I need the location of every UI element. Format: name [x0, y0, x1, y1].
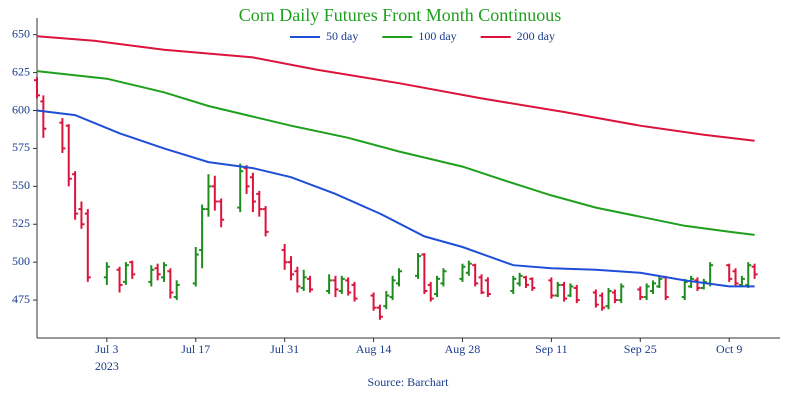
- moving-average-line: [36, 70, 755, 236]
- x-tick-label: Jul 31: [270, 342, 299, 356]
- x-tick-label: Aug 28: [445, 342, 481, 356]
- y-tick-label: 500: [12, 254, 30, 268]
- y-tick-label: 475: [12, 292, 30, 306]
- x-year-label: 2023: [95, 359, 119, 373]
- moving-average-line: [36, 109, 755, 288]
- x-tick-label: Sep 11: [535, 342, 568, 356]
- x-tick-label: Oct 9: [716, 342, 742, 356]
- y-tick-label: 575: [12, 140, 30, 154]
- x-tick-label: Sep 25: [624, 342, 657, 356]
- legend-label: 50 day: [326, 29, 358, 43]
- legend-label: 100 day: [418, 29, 456, 43]
- chart-title: Corn Daily Futures Front Month Continuou…: [239, 5, 562, 25]
- source-note: Source: Barchart: [368, 375, 450, 389]
- x-tick-label: Aug 14: [356, 342, 392, 356]
- legend-label: 200 day: [517, 29, 555, 43]
- moving-average-line: [36, 35, 755, 142]
- y-tick-label: 625: [12, 64, 30, 78]
- y-tick-label: 550: [12, 178, 30, 192]
- y-tick-label: 650: [12, 26, 30, 40]
- y-tick-label: 525: [12, 216, 30, 230]
- y-tick-label: 600: [12, 102, 30, 116]
- x-tick-label: Jul 17: [181, 342, 210, 356]
- x-tick-label: Jul 3: [95, 342, 118, 356]
